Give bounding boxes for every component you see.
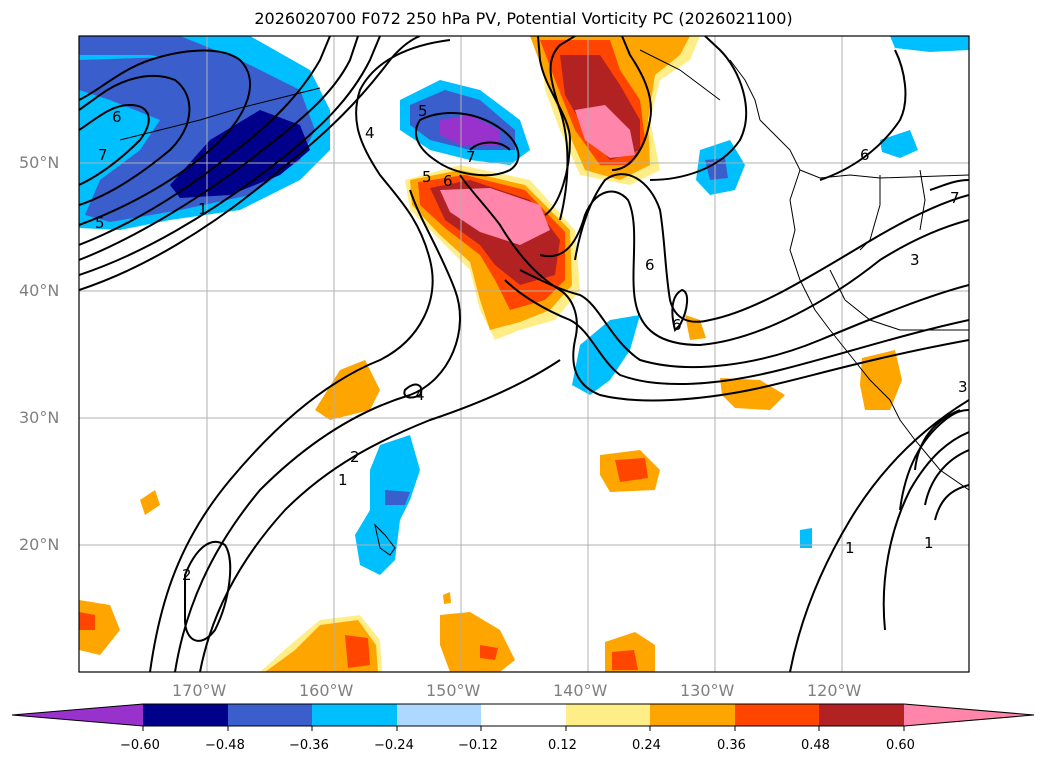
map-title: 2026020700 F072 250 hPa PV, Potential Vo… <box>254 9 793 28</box>
contour-label: 7 <box>466 148 476 166</box>
contour-label: 7 <box>98 146 108 164</box>
longitude-label: 170°W <box>172 681 227 700</box>
positive-pv-shading <box>79 36 902 672</box>
colorbar-swatch <box>819 704 904 726</box>
contour-label: 4 <box>415 386 425 404</box>
colorbar-tick-label: −0.60 <box>120 738 160 753</box>
contour-label: 7 <box>950 189 960 207</box>
contour-label: 3 <box>958 378 968 396</box>
longitude-label: 150°W <box>426 681 481 700</box>
longitude-label: 130°W <box>680 681 735 700</box>
contour-label: 4 <box>365 124 375 142</box>
colorbar-swatch <box>228 704 312 726</box>
contour-label: 6 <box>860 146 870 164</box>
contour-label: 3 <box>910 251 920 269</box>
colorbar-tick-label: 0.24 <box>632 738 661 753</box>
colorbar-swatch <box>735 704 819 726</box>
colorbar-tick-label: −0.48 <box>205 738 245 753</box>
latitude-label: 30°N <box>19 408 60 427</box>
latitude-label: 50°N <box>19 153 60 172</box>
contour-label: 1 <box>338 471 348 489</box>
colorbar-swatch <box>481 704 566 726</box>
colorbar-swatch <box>397 704 481 726</box>
colorbar-extend-left <box>12 704 143 726</box>
contour-label: 6 <box>645 256 655 274</box>
contour-label: 1 <box>924 534 934 552</box>
contour-label: 5 <box>422 168 432 186</box>
colorbar-tick-label: −0.12 <box>458 738 498 753</box>
contour-label: 5 <box>418 102 428 120</box>
colorbar-swatch <box>650 704 735 726</box>
graticule <box>79 36 969 672</box>
contour-label: 2 <box>182 566 192 584</box>
coastlines <box>119 49 969 556</box>
contour-labels: 6 5 4 7 5 7 6 1 5 6 6 7 3 6 4 2 1 2 1 1 … <box>95 102 968 584</box>
contour-label: 1 <box>845 539 855 557</box>
map-frame <box>78 35 970 673</box>
contour-label: 6 <box>443 172 453 190</box>
pv-contours <box>79 36 969 672</box>
colorbar <box>11 703 1035 731</box>
colorbar-extend-right <box>904 704 1034 726</box>
colorbar-swatch <box>143 704 228 726</box>
colorbar-tick-label: 0.48 <box>801 738 830 753</box>
contour-label: 1 <box>198 200 208 218</box>
contour-label: 6 <box>112 108 122 126</box>
latitude-label: 40°N <box>19 281 60 300</box>
colorbar-tick-label: 0.36 <box>717 738 746 753</box>
colorbar-tick-label: 0.12 <box>548 738 577 753</box>
colorbar-tick-label: 0.60 <box>886 738 915 753</box>
map-plot-area <box>79 36 969 672</box>
longitude-label: 140°W <box>553 681 608 700</box>
colorbar-tick-label: −0.24 <box>374 738 414 753</box>
contour-label: 6 <box>672 316 682 334</box>
colorbar-swatch <box>312 704 397 726</box>
colorbar-swatch <box>566 704 650 726</box>
contour-label: 2 <box>350 448 360 466</box>
colorbar-tick-label: −0.36 <box>289 738 329 753</box>
contour-label: 5 <box>95 214 105 232</box>
latitude-label: 20°N <box>19 535 60 554</box>
longitude-label: 160°W <box>299 681 354 700</box>
longitude-label: 120°W <box>807 681 862 700</box>
